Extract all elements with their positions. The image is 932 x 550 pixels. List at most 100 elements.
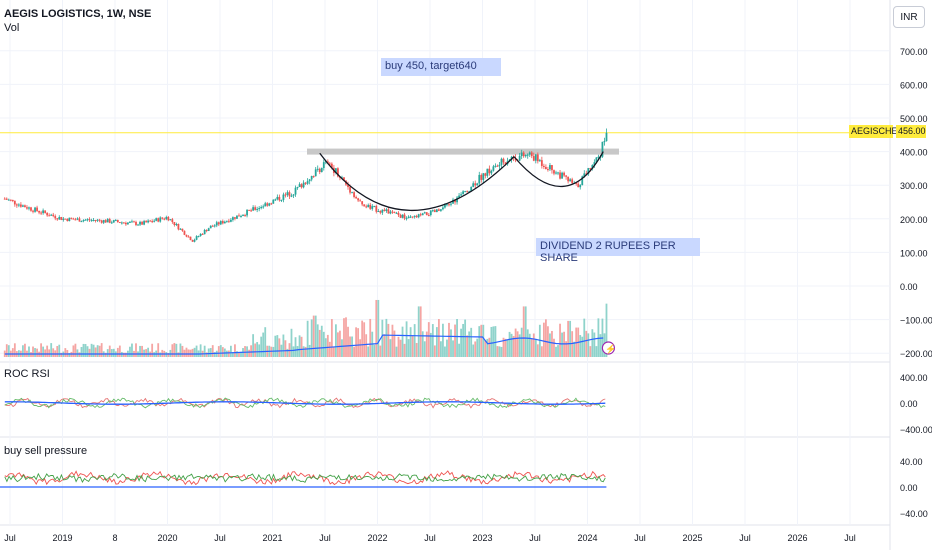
volume-bar <box>466 335 469 357</box>
volume-bar <box>359 339 362 357</box>
candle <box>377 211 380 213</box>
time-axis-label: 2024 <box>577 533 597 543</box>
volume-bar <box>143 349 145 357</box>
candle <box>147 220 150 223</box>
candle <box>62 218 65 220</box>
volume-bar <box>383 334 386 357</box>
candle <box>256 208 259 210</box>
time-axis-label: Jul <box>214 533 226 543</box>
candle <box>145 221 147 223</box>
candle <box>589 168 592 170</box>
currency-button[interactable]: INR <box>893 6 925 28</box>
volume-bar <box>205 352 208 357</box>
candle <box>102 220 105 223</box>
volume-bar <box>468 331 471 357</box>
candle <box>605 132 608 142</box>
candle <box>330 163 333 168</box>
candle <box>209 225 212 229</box>
volume-bar <box>74 343 77 357</box>
candle <box>294 187 297 195</box>
candle <box>427 215 430 217</box>
candle <box>532 156 535 161</box>
candle <box>36 207 38 211</box>
volume-bar <box>318 329 321 357</box>
candle <box>157 218 160 222</box>
volume-bar <box>339 330 341 357</box>
candle <box>326 161 329 164</box>
candle <box>137 224 139 226</box>
candle <box>320 168 323 173</box>
candle <box>484 173 487 176</box>
candle <box>429 210 432 216</box>
candle <box>310 176 313 180</box>
candle <box>193 239 196 242</box>
volume-bar <box>28 346 30 357</box>
candle <box>371 206 374 209</box>
volume-bar <box>567 320 570 357</box>
volume-bar <box>108 345 111 357</box>
volume-bar <box>379 345 382 357</box>
candle <box>28 207 30 209</box>
candle <box>488 168 491 174</box>
volume-bar <box>510 333 513 357</box>
volume-bar <box>593 332 596 357</box>
volume-bar <box>532 333 535 357</box>
volume-bar <box>484 340 487 357</box>
candle <box>355 196 357 199</box>
candle <box>482 173 485 180</box>
candle <box>500 158 503 165</box>
volume-bar <box>490 326 493 357</box>
volume-bar <box>292 346 295 357</box>
volume-bar <box>524 306 527 357</box>
candle <box>9 199 12 201</box>
candle <box>90 220 93 222</box>
volume-bar <box>232 352 234 357</box>
volume-bar <box>456 318 458 357</box>
volume-bar <box>42 346 45 357</box>
last-price-badge: 456.00 <box>896 125 926 138</box>
volume-bar <box>361 320 364 357</box>
candle <box>155 218 158 221</box>
dividend-note-annotation[interactable]: DIVIDEND 2 RUPEES PER SHARE <box>536 238 700 264</box>
candle <box>244 215 246 217</box>
volume-bar <box>421 331 424 357</box>
volume-bar <box>401 326 404 357</box>
volume-bar <box>151 343 154 357</box>
volume-bar <box>296 346 299 357</box>
candle <box>454 199 456 203</box>
volume-bar <box>405 321 408 357</box>
candle <box>106 219 109 223</box>
candle <box>149 220 152 222</box>
candle <box>464 191 467 193</box>
volume-bar <box>282 334 285 357</box>
buy-note-annotation[interactable]: buy 450, target640 <box>381 58 501 76</box>
candle <box>234 217 236 219</box>
candle <box>536 154 539 162</box>
candle <box>597 156 600 158</box>
volume-bar <box>597 318 600 357</box>
volume-bar <box>86 346 89 357</box>
volume-bar <box>476 338 479 357</box>
candle <box>64 218 67 220</box>
candle <box>125 222 127 225</box>
candle <box>56 218 59 220</box>
candle <box>230 219 232 222</box>
volume-bar <box>236 351 238 357</box>
candle <box>92 220 95 222</box>
volume-bar <box>351 336 353 357</box>
candle <box>347 184 349 188</box>
candle <box>219 221 222 225</box>
candle <box>50 214 53 216</box>
volume-bar <box>425 331 428 357</box>
volume-bar <box>276 335 279 357</box>
volume-bar <box>591 329 594 357</box>
volume-bar <box>100 343 103 357</box>
volume-bar <box>561 332 563 357</box>
volume-bar <box>557 345 559 357</box>
volume-bar <box>506 340 509 357</box>
volume-bar <box>393 330 396 357</box>
volume-bar <box>13 343 16 357</box>
candle <box>373 205 376 207</box>
candle <box>131 221 133 223</box>
